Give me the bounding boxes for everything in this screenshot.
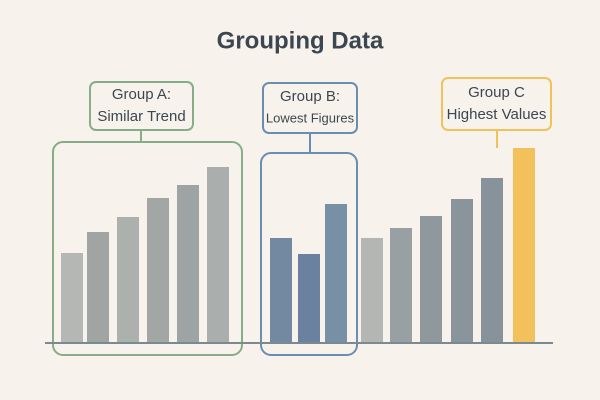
bar (61, 253, 83, 343)
bar (390, 228, 412, 343)
bar (298, 254, 320, 343)
bar (451, 199, 473, 343)
group-label-box (441, 77, 552, 131)
group-title: Group A: (112, 86, 171, 103)
bar (325, 204, 347, 343)
group-label-box (89, 81, 194, 131)
bar (513, 148, 535, 343)
bar (361, 238, 383, 343)
group-subtitle: Similar Trend (97, 108, 185, 125)
bar (147, 198, 169, 343)
bar (420, 216, 442, 343)
group-subtitle: Highest Values (447, 106, 547, 123)
group-subtitle: Lowest Figures (266, 110, 355, 125)
bar (177, 185, 199, 343)
bar (270, 238, 292, 343)
bar (481, 178, 503, 343)
bar (117, 217, 139, 343)
bar (87, 232, 109, 343)
group-label-box (262, 82, 358, 134)
group-title: Group C (468, 84, 525, 101)
bar (207, 167, 229, 343)
group-title: Group B: (280, 88, 340, 105)
group-frame (52, 141, 243, 356)
chart-title: Grouping Data (217, 27, 384, 54)
